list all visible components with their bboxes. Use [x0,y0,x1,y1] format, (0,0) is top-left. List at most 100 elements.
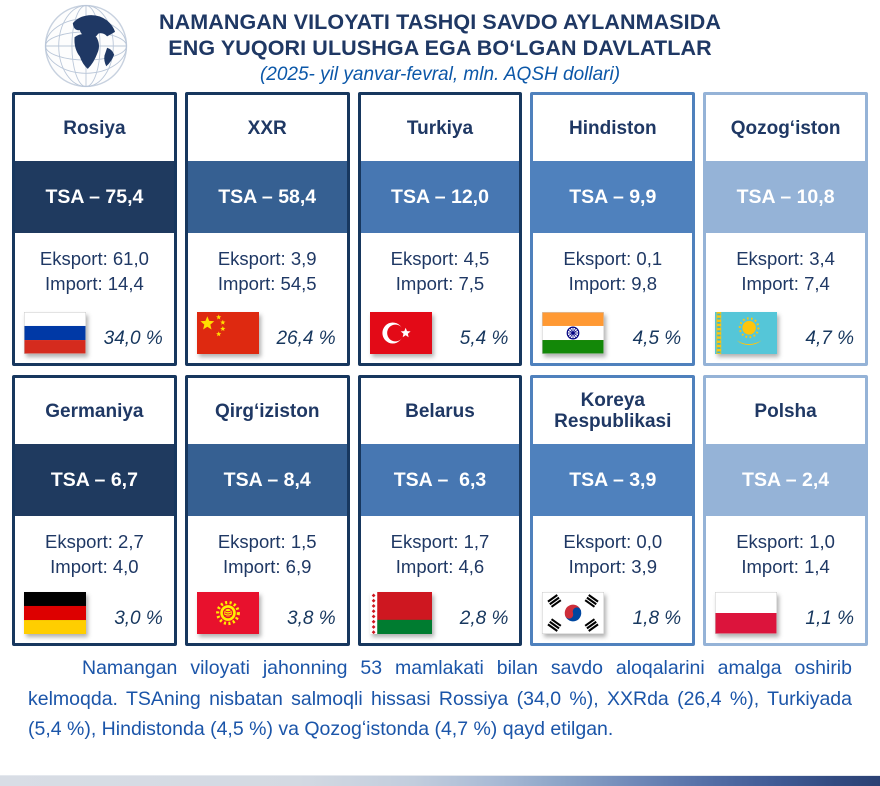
country-name: Germaniya [45,400,144,422]
country-name: Hindiston [568,117,657,139]
share-percent: 5,4 % [459,328,509,349]
poland-flag-icon [715,592,778,634]
germany-flag-icon [24,592,86,634]
share-percent: 34,0 % [103,328,163,349]
eksport-value: Eksport: 1,5 [217,531,317,552]
card-body: Eksport: 3,9 Import: 54,5 26,4 % [188,233,347,363]
import-value: Import: 6,9 [222,556,312,577]
trade-values: Eksport: 1,7 Import: 4,6 [361,529,520,579]
kazakhstan-flag-icon [715,312,778,354]
trade-values: Eksport: 0,1 Import: 9,8 [533,246,692,296]
globe-icon [44,4,128,88]
page-subtitle: (2025- yil yanvar-fevral, mln. AQSH doll… [259,64,621,85]
title-line-1: NAMANGAN VILOYATI TASHQI SAVDO AYLANMASI… [158,10,722,34]
country-name: Turkiya [406,117,474,139]
tsa-band: TSA – 75,4 [15,161,174,233]
eksport-value: Eksport: 0,0 [563,531,663,552]
tsa-band: TSA – 2,4 [706,444,865,516]
kyrgyzstan-flag-icon [196,592,259,634]
country-card-india: Hindiston TSA – 9,9 Eksport: 0,1 Import:… [530,92,696,366]
russia-flag-icon [24,312,86,354]
country-card-belarus: Belarus TSA – 6,3 Eksport: 1,7 Import: 4… [357,375,523,646]
turkey-flag-icon [369,312,432,354]
trade-values: Eksport: 3,4 Import: 7,4 [706,246,865,296]
eksport-value: Eksport: 1,0 [736,531,835,552]
header: NAMANGAN VILOYATI TASHQI SAVDO AYLANMASI… [0,0,880,92]
tsa-band: TSA – 6,7 [15,444,174,516]
card-body: Eksport: 0,0 Import: 3,9 1,8 % [533,516,692,643]
country-card-russia: Rosiya TSA – 75,4 Eksport: 61,0 Import: … [12,92,177,366]
country-name: Belarus [405,400,475,422]
trade-values: Eksport: 2,7 Import: 4,0 [15,529,174,579]
decorative-bottom-strip [0,775,880,786]
share-percent: 1,1 % [805,608,854,629]
eksport-value: Eksport: 61,0 [39,248,149,269]
share-percent: 1,8 % [632,608,682,629]
tsa-band: TSA – 3,9 [533,444,693,516]
tsa-band: TSA – 58,4 [187,161,347,233]
tsa-band: TSA – 10,8 [706,161,865,233]
country-card-kazakhstan: Qozogʻiston TSA – 10,8 Eksport: 3,4 Impo… [703,92,868,366]
belarus-flag-icon [369,592,432,634]
country-cards-grid: Rosiya TSA – 75,4 Eksport: 61,0 Import: … [0,92,880,646]
card-body: Eksport: 1,5 Import: 6,9 3,8 % [188,516,347,643]
eksport-value: Eksport: 3,4 [736,248,835,269]
card-body: Eksport: 2,7 Import: 4,0 3,0 % [15,516,174,643]
eksport-value: Eksport: 4,5 [390,248,490,269]
eksport-value: Eksport: 0,1 [563,248,663,269]
country-name: Rosiya [63,117,126,139]
country-card-poland: Polsha TSA – 2,4 Eksport: 1,0 Import: 1,… [703,375,868,646]
country-name: Koreya Respublikasi [554,390,672,432]
card-body: Eksport: 61,0 Import: 14,4 34,0 % [15,233,174,363]
share-percent: 2,8 % [459,608,509,629]
import-value: Import: 14,4 [45,273,144,294]
cards-row-2: Germaniya TSA – 6,7 Eksport: 2,7 Import:… [12,375,868,646]
share-percent: 4,7 % [805,328,854,349]
import-value: Import: 7,5 [395,273,485,294]
country-name: Polsha [754,400,817,422]
china-flag-icon [196,312,259,354]
tsa-band: TSA – 6,3 [360,444,520,516]
tsa-band: TSA – 12,0 [360,161,520,233]
trade-values: Eksport: 4,5 Import: 7,5 [361,246,520,296]
share-percent: 3,8 % [287,608,336,629]
trade-values: Eksport: 0,0 Import: 3,9 [533,529,692,579]
country-name: Qirgʻiziston [214,400,320,422]
country-card-turkey: Turkiya TSA – 12,0 Eksport: 4,5 Import: … [357,92,523,366]
card-body: Eksport: 3,4 Import: 7,4 4,7 % [706,233,865,363]
country-name: Qozogʻiston [730,117,841,139]
import-value: Import: 7,4 [741,273,830,294]
card-body: Eksport: 4,5 Import: 7,5 5,4 % [361,233,520,363]
country-card-south-korea: Koreya Respublikasi TSA – 3,9 Eksport: 0… [530,375,696,646]
india-flag-icon [542,312,605,354]
tsa-band: TSA – 8,4 [187,444,347,516]
country-name: XXR [247,117,287,139]
share-percent: 4,5 % [632,328,682,349]
import-value: Import: 4,0 [50,556,139,577]
eksport-value: Eksport: 1,7 [390,531,490,552]
trade-values: Eksport: 1,5 Import: 6,9 [188,529,347,579]
import-value: Import: 3,9 [568,556,657,577]
import-value: Import: 9,8 [568,273,657,294]
eksport-value: Eksport: 2,7 [45,531,144,552]
share-percent: 3,0 % [114,608,163,629]
import-value: Import: 54,5 [217,273,317,294]
trade-values: Eksport: 1,0 Import: 1,4 [706,529,865,579]
share-percent: 26,4 % [276,328,336,349]
country-card-kyrgyzstan: Qirgʻiziston TSA – 8,4 Eksport: 1,5 Impo… [184,375,350,646]
summary-paragraph: Namangan viloyati jahonning 53 mamlakati… [28,657,852,740]
card-body: Eksport: 1,0 Import: 1,4 1,1 % [706,516,865,643]
country-card-china: XXR TSA – 58,4 Eksport: 3,9 Import: 54,5… [184,92,350,366]
cards-row-1: Rosiya TSA – 75,4 Eksport: 61,0 Import: … [12,92,868,366]
import-value: Import: 4,6 [395,556,485,577]
page-title: NAMANGAN VILOYATI TASHQI SAVDO AYLANMASI… [0,0,880,61]
tsa-band: TSA – 9,9 [533,161,693,233]
trade-values: Eksport: 3,9 Import: 54,5 [188,246,347,296]
card-body: Eksport: 1,7 Import: 4,6 2,8 % [361,516,520,643]
trade-values: Eksport: 61,0 Import: 14,4 [15,246,174,296]
eksport-value: Eksport: 3,9 [217,248,317,269]
country-card-germany: Germaniya TSA – 6,7 Eksport: 2,7 Import:… [12,375,177,646]
card-body: Eksport: 0,1 Import: 9,8 4,5 % [533,233,692,363]
title-line-2: ENG YUQORI ULUSHGA EGA BOʻLGAN DAVLATLAR [168,36,712,60]
south-korea-flag-icon [542,592,605,634]
